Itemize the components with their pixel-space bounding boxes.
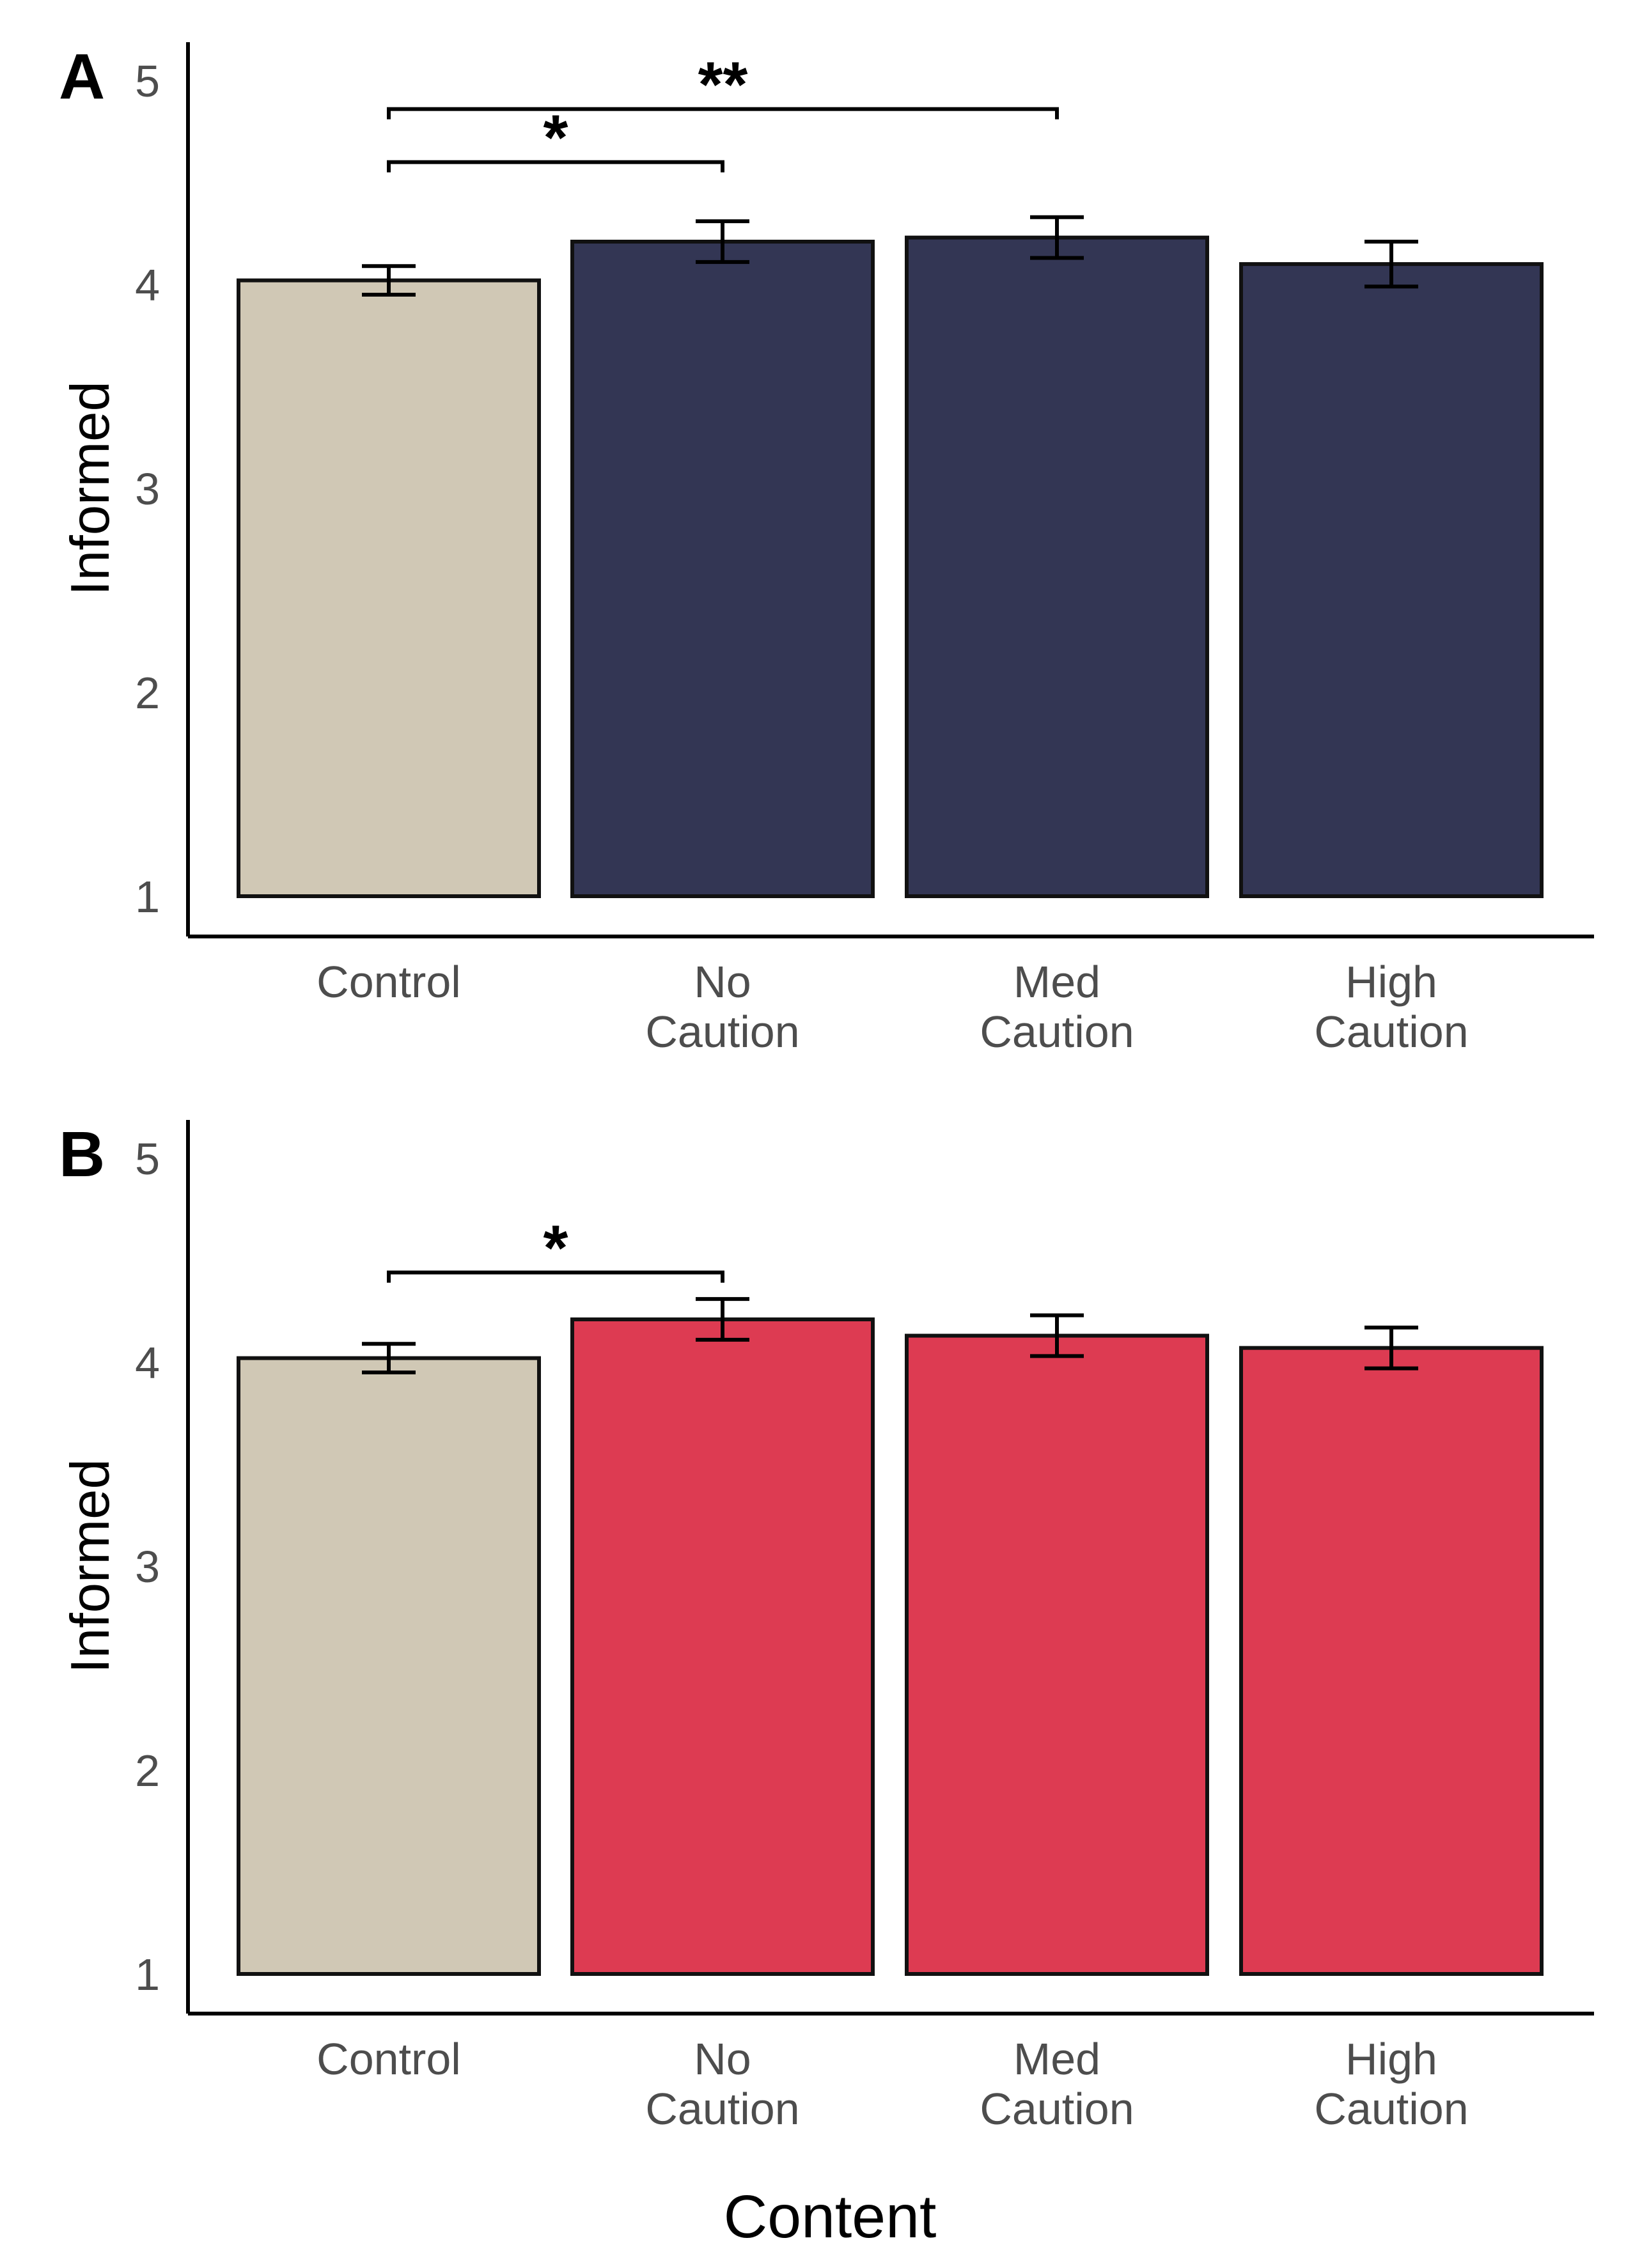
x-tick-label: Control	[317, 957, 461, 1007]
y-tick-label: 4	[135, 260, 160, 310]
significance-bracket	[387, 107, 1059, 120]
x-tick-label-line: Caution	[1314, 2084, 1468, 2134]
error-bar	[1364, 1325, 1418, 1371]
error-bar	[1030, 1313, 1084, 1358]
bar	[237, 1356, 541, 1977]
x-tick-label-line: Caution	[980, 2084, 1134, 2134]
x-tick-label-line: Control	[317, 2034, 461, 2084]
x-tick-label-line: High	[1345, 957, 1437, 1007]
error-bar	[1364, 240, 1418, 289]
y-tick-label: 2	[135, 1746, 160, 1796]
significance-label: *	[543, 102, 568, 174]
x-tick-label-line: No	[694, 2034, 751, 2084]
panel-label: B	[59, 1119, 105, 1190]
error-bar	[362, 264, 416, 297]
error-bar	[362, 1342, 416, 1374]
x-tick-label-line: No	[694, 957, 751, 1007]
y-tick-label: 2	[135, 668, 160, 718]
error-bar	[1030, 215, 1084, 260]
bar	[905, 1333, 1209, 1976]
significance-label: **	[698, 49, 748, 121]
x-tick-label: Control	[317, 2034, 461, 2084]
bar	[237, 278, 541, 898]
y-tick-label: 5	[135, 1134, 160, 1184]
x-tick-label-line: Caution	[980, 1007, 1134, 1057]
x-tick-label-line: Caution	[1314, 1007, 1468, 1057]
y-axis-label: Informed	[60, 381, 121, 595]
error-bar	[696, 1297, 749, 1342]
x-tick-label-line: Med	[1013, 957, 1100, 1007]
x-tick-label-line: Caution	[645, 2084, 799, 2134]
error-bar	[696, 219, 749, 264]
x-tick-label: Med Caution	[980, 2034, 1134, 2134]
panel-label: A	[59, 41, 105, 113]
bar	[1239, 1346, 1544, 1976]
x-tick-label: High Caution	[1314, 957, 1468, 1057]
y-tick-label: 1	[135, 1950, 160, 2000]
y-axis-label: Informed	[60, 1459, 121, 1673]
bar	[570, 1317, 875, 1976]
x-tick-label-line: Control	[317, 957, 461, 1007]
x-tick-label: No Caution	[645, 2034, 799, 2134]
x-tick-label: Med Caution	[980, 957, 1134, 1057]
bar	[1239, 262, 1544, 899]
x-axis-label: Content	[724, 2183, 937, 2251]
bar	[905, 235, 1209, 898]
y-tick-label: 5	[135, 56, 160, 106]
y-tick-label: 1	[135, 872, 160, 922]
significance-bracket	[387, 160, 724, 173]
x-tick-label-line: Med	[1013, 2034, 1100, 2084]
y-tick-label: 3	[135, 1542, 160, 1592]
x-tick-label: High Caution	[1314, 2034, 1468, 2134]
significance-label: *	[543, 1213, 568, 1284]
bar	[570, 240, 875, 898]
y-tick-label: 4	[135, 1338, 160, 1388]
x-tick-label-line: Caution	[645, 1007, 799, 1057]
x-tick-label-line: High	[1345, 2034, 1437, 2084]
y-tick-label: 3	[135, 464, 160, 514]
significance-bracket	[387, 1270, 724, 1283]
x-tick-label: No Caution	[645, 957, 799, 1057]
